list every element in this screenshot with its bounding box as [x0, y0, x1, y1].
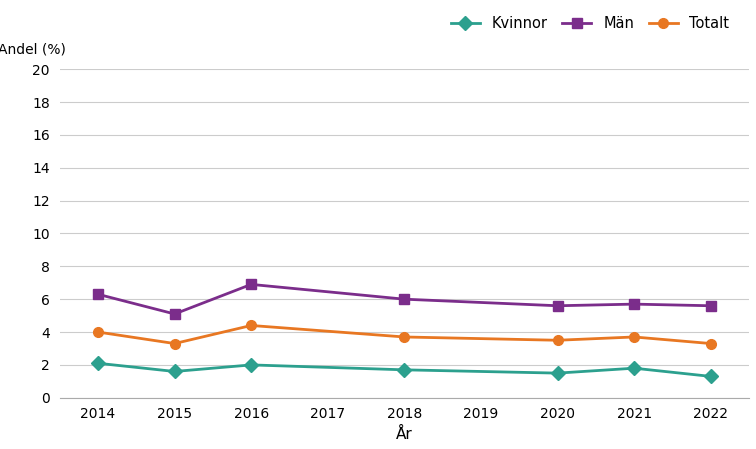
Män [553, 303, 562, 308]
Legend: Kvinnor, Män, Totalt: Kvinnor, Män, Totalt [445, 10, 736, 37]
X-axis label: År: År [396, 427, 413, 442]
Kvinnor [400, 367, 409, 373]
Totalt [400, 334, 409, 339]
Män [706, 303, 715, 308]
Totalt [630, 334, 639, 339]
Kvinnor [170, 369, 179, 374]
Män [400, 296, 409, 302]
Totalt [553, 338, 562, 343]
Line: Män: Män [93, 280, 716, 319]
Kvinnor [246, 362, 256, 368]
Kvinnor [630, 365, 639, 371]
Line: Kvinnor: Kvinnor [93, 358, 716, 381]
Kvinnor [94, 361, 103, 366]
Män [170, 311, 179, 317]
Män [94, 291, 103, 297]
Män [246, 282, 256, 287]
Line: Totalt: Totalt [93, 321, 716, 348]
Kvinnor [706, 374, 715, 379]
Män [630, 301, 639, 307]
Kvinnor [553, 370, 562, 376]
Totalt [706, 341, 715, 346]
Totalt [170, 341, 179, 346]
Text: Andel (%): Andel (%) [0, 42, 66, 56]
Totalt [246, 323, 256, 328]
Totalt [94, 330, 103, 335]
